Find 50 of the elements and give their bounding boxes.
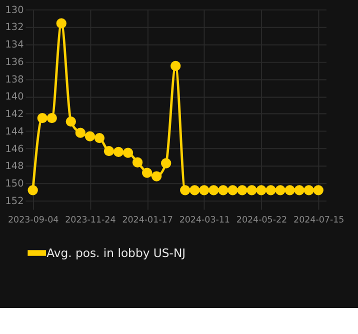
point: [190, 185, 200, 196]
point: [113, 146, 124, 158]
point: [246, 185, 257, 196]
point: [151, 171, 162, 182]
point: [84, 131, 96, 142]
point: [237, 185, 248, 196]
point: [208, 185, 219, 196]
point: [304, 185, 314, 196]
point: [37, 112, 48, 124]
point: [28, 185, 38, 196]
point: [218, 185, 228, 196]
x-tick-label: 2024-01-17: [122, 215, 173, 226]
point: [313, 185, 324, 196]
point: [284, 185, 295, 196]
y-tick-label: 130: [5, 4, 24, 16]
point: [75, 128, 86, 138]
point: [104, 146, 114, 156]
y-tick-label: 146: [5, 144, 24, 155]
y-tick-label: 144: [5, 126, 24, 138]
x-tick-label: 2023-09-04: [8, 215, 60, 226]
y-tick-label: 132: [5, 22, 24, 34]
point: [142, 168, 152, 178]
point: [132, 157, 143, 168]
y-tick-label: 142: [5, 109, 24, 120]
y-tick-label: 148: [5, 161, 24, 172]
point: [56, 18, 66, 28]
legend-label: Avg. pos. in lobby US-NJ: [46, 246, 186, 260]
point: [199, 185, 210, 196]
point: [180, 185, 190, 196]
y-tick-label: 152: [5, 196, 24, 208]
y-tick-label: 134: [5, 40, 24, 51]
y-tick-label: 138: [5, 74, 24, 86]
y-tick-label: 136: [5, 56, 24, 68]
point: [122, 148, 134, 158]
x-tick-label: 2024-03-11: [179, 215, 230, 226]
point: [66, 116, 76, 127]
point: [161, 158, 172, 168]
x-tick-label: 2024-07-15: [294, 215, 344, 226]
x-tick-label: 2023-11-24: [65, 215, 116, 226]
point: [275, 185, 286, 196]
point: [94, 132, 105, 144]
point: [294, 185, 304, 196]
y-tick-label: 150: [5, 178, 24, 190]
x-tick-label: 2024-05-22: [236, 215, 288, 226]
point: [170, 60, 181, 71]
y-tick-label: 140: [5, 92, 24, 103]
point: [46, 112, 57, 124]
point: [228, 185, 238, 196]
point: [256, 185, 266, 196]
point: [266, 185, 276, 196]
